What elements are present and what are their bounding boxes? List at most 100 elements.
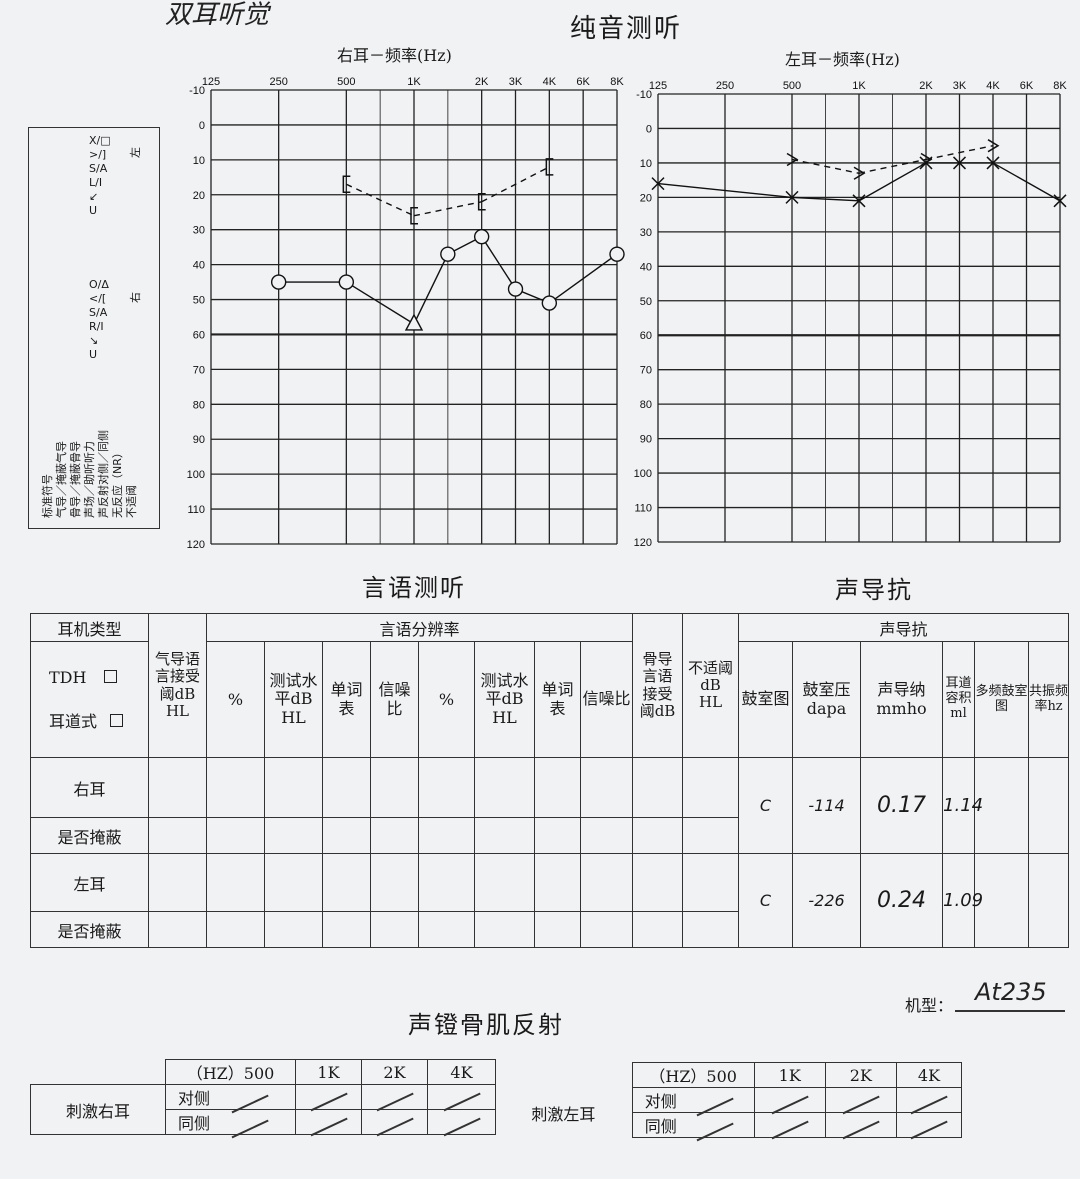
legend-title: 标准符号 — [41, 474, 54, 518]
circle-marker — [473, 228, 490, 245]
triangle-marker — [404, 313, 424, 331]
series-line — [791, 196, 860, 202]
gt-marker — [786, 152, 799, 167]
word-list-header: 单词表 — [322, 641, 371, 758]
discrimination-header: 言语分辨率 — [205, 613, 634, 642]
freq-tick-label: 250 — [269, 76, 287, 88]
speech-impedance-table: 耳机类型 气导语言接受阈dB HL 言语分辨率 骨导言语接受阈dB 不适阈dB … — [30, 613, 1070, 948]
bracket-marker — [477, 193, 486, 211]
db-tick-label: 120 — [634, 537, 652, 549]
freq-tick-label: 4K — [543, 76, 557, 88]
legend-row: 气导／掩蔽气导 — [55, 441, 68, 518]
db-tick-label: 110 — [634, 503, 652, 515]
tdh-label: TDH — [49, 667, 87, 687]
db-tick-label: -10 — [189, 85, 205, 97]
left-ear-audiogram: 125 250 500 1K 2K 3K 4K 6K 8K -10 0 10 20 30 40 50 60 70 8… — [634, 80, 1068, 549]
row-right-ear: 右耳 — [30, 757, 149, 818]
right-admittance: 0.17 — [860, 757, 944, 854]
db-tick-label: 0 — [199, 120, 205, 132]
contra-label-left: 对侧 — [644, 1092, 677, 1111]
reflex-freq-4k-left: 4K — [895, 1062, 963, 1088]
contra-label: 对侧 — [178, 1089, 211, 1108]
reflex-freq-500-left: （HZ）500 — [631, 1062, 755, 1088]
db-tick-label: 80 — [640, 399, 652, 411]
word-list-header-2: 单词表 — [534, 641, 581, 758]
insert-label: 耳道式 — [49, 711, 98, 731]
freq-tick-label: 4K — [986, 80, 1000, 92]
series-line — [481, 166, 550, 203]
series-line — [346, 183, 415, 217]
row-left-masked: 是否掩蔽 — [30, 911, 149, 948]
stim-left-label: 刺激左耳 — [531, 1104, 596, 1124]
db-tick-label: 70 — [193, 364, 205, 376]
db-tick-label: 40 — [640, 261, 652, 273]
db-tick-label: -10 — [636, 89, 652, 101]
insert-checkbox[interactable] — [110, 713, 124, 727]
right-ear-chart-title: 右耳－频率(Hz) — [337, 46, 452, 65]
db-tick-label: 110 — [187, 504, 205, 516]
legend-symbol: >/] — [89, 148, 107, 161]
legend-left-symbol-list: X/□ >/] S/A L/I ↙ U — [89, 134, 115, 218]
circle-marker — [541, 295, 558, 311]
series-line — [925, 145, 994, 161]
reflex-freq-1k: 1K — [295, 1059, 362, 1085]
x-marker — [651, 177, 665, 191]
db-tick-label: 20 — [193, 190, 205, 202]
x-marker — [785, 190, 799, 204]
model-underline — [955, 1010, 1065, 1012]
reflex-freq-2k: 2K — [361, 1059, 428, 1085]
air-srt-header: 气导语言接受阈dB HL — [148, 613, 207, 758]
circle-marker — [609, 246, 625, 262]
percent-header-2: % — [418, 641, 475, 758]
legend-symbol: S/A — [89, 306, 108, 319]
admittance-header: 声导纳mmho — [860, 641, 944, 758]
speech-title: 言语测听 — [362, 574, 466, 602]
test-level-header-2: 测试水平dB HL — [474, 641, 535, 758]
bracket-marker — [410, 206, 418, 225]
reflex-title: 声镫骨肌反射 — [408, 1011, 564, 1039]
series-line — [791, 158, 860, 174]
reflex-freq-4k: 4K — [427, 1059, 496, 1085]
series-line — [481, 236, 517, 290]
legend-box: 标准符号 气导／掩蔽气导 骨导／掩蔽骨导 声场／助听听力 声反射对侧／同侧 无反… — [28, 127, 160, 529]
legend-left-header: 左 — [129, 147, 142, 158]
db-tick-label: 100 — [187, 469, 205, 481]
series-line — [858, 158, 927, 174]
volume-header: 耳道容积ml — [942, 641, 976, 758]
legend-symbol: L/I — [89, 176, 103, 189]
legend-symbol: ↙ — [89, 190, 99, 203]
legend-symbol: ↘ — [89, 334, 99, 347]
bone-srt-header: 骨导言语接受阈dB — [632, 613, 684, 758]
tympanogram-header: 鼓室图 — [738, 641, 794, 758]
circle-marker — [338, 274, 355, 290]
legend-symbol: </[ — [89, 292, 107, 305]
freq-tick-label: 8K — [1053, 80, 1067, 92]
impedance-header: 声导抗 — [738, 613, 1070, 642]
snr-header-2: 信噪比 — [579, 641, 634, 758]
series-line — [992, 162, 1061, 202]
circle-marker — [270, 274, 287, 290]
test-level-header: 测试水平dB HL — [264, 641, 323, 758]
db-tick-label: 80 — [193, 399, 205, 411]
legend-row: 声反射对侧／同侧 — [97, 430, 110, 518]
model-value: At235 — [975, 978, 1047, 1006]
tdh-checkbox[interactable] — [103, 669, 117, 683]
db-tick-label: 60 — [640, 330, 652, 342]
freq-tick-label: 500 — [783, 80, 801, 92]
db-tick-label: 10 — [193, 155, 205, 167]
circle-marker — [507, 281, 524, 297]
left-tymp-type: C — [738, 853, 794, 948]
freq-tick-label: 1K — [852, 80, 866, 92]
left-pressure: -226 — [792, 853, 862, 948]
x-marker — [1053, 194, 1067, 208]
x-marker — [952, 156, 967, 170]
freq-tick-label: 1K — [407, 76, 421, 88]
reflex-freq-2k-left: 2K — [824, 1062, 897, 1088]
legend-symbol: O/Δ — [89, 278, 109, 291]
freq-tick-label: 3K — [953, 80, 967, 92]
freq-tick-label: 250 — [716, 80, 734, 92]
right-pressure: -114 — [792, 757, 862, 854]
legend-row: 骨导／掩蔽骨导 — [69, 441, 82, 518]
resonance-header: 共振频率hz — [1028, 641, 1070, 758]
bracket-marker — [545, 158, 554, 176]
